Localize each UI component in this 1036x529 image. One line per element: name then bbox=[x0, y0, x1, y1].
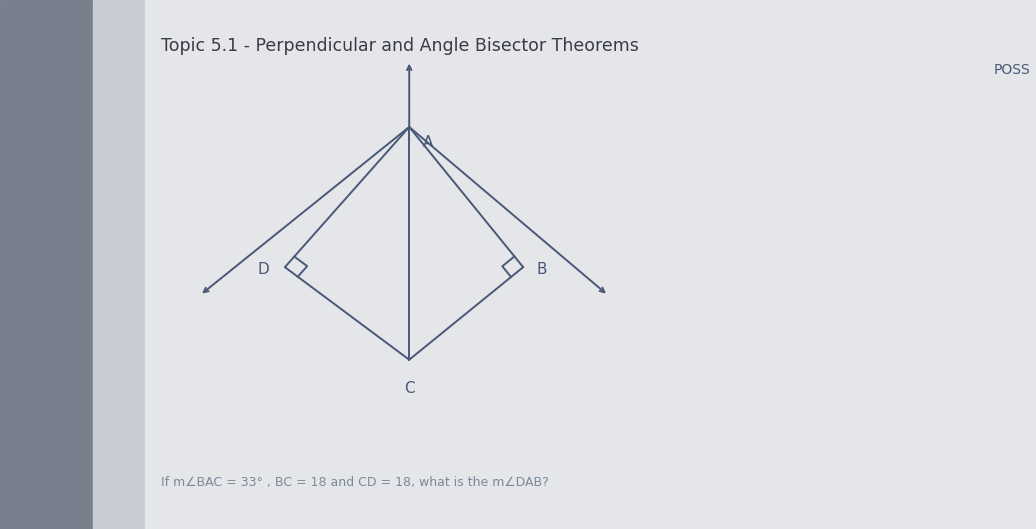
Text: Topic 5.1 - Perpendicular and Angle Bisector Theorems: Topic 5.1 - Perpendicular and Angle Bise… bbox=[161, 37, 638, 55]
Text: POSS: POSS bbox=[995, 63, 1031, 77]
Text: If m∠BAC = 33° , BC = 18 and CD = 18, what is the m∠DAB?: If m∠BAC = 33° , BC = 18 and CD = 18, wh… bbox=[161, 476, 548, 489]
Text: C: C bbox=[404, 381, 414, 396]
Text: D: D bbox=[258, 262, 269, 277]
Bar bbox=[0, 0, 93, 529]
Bar bbox=[93, 0, 145, 529]
Text: A: A bbox=[423, 135, 433, 150]
Text: B: B bbox=[537, 262, 547, 277]
